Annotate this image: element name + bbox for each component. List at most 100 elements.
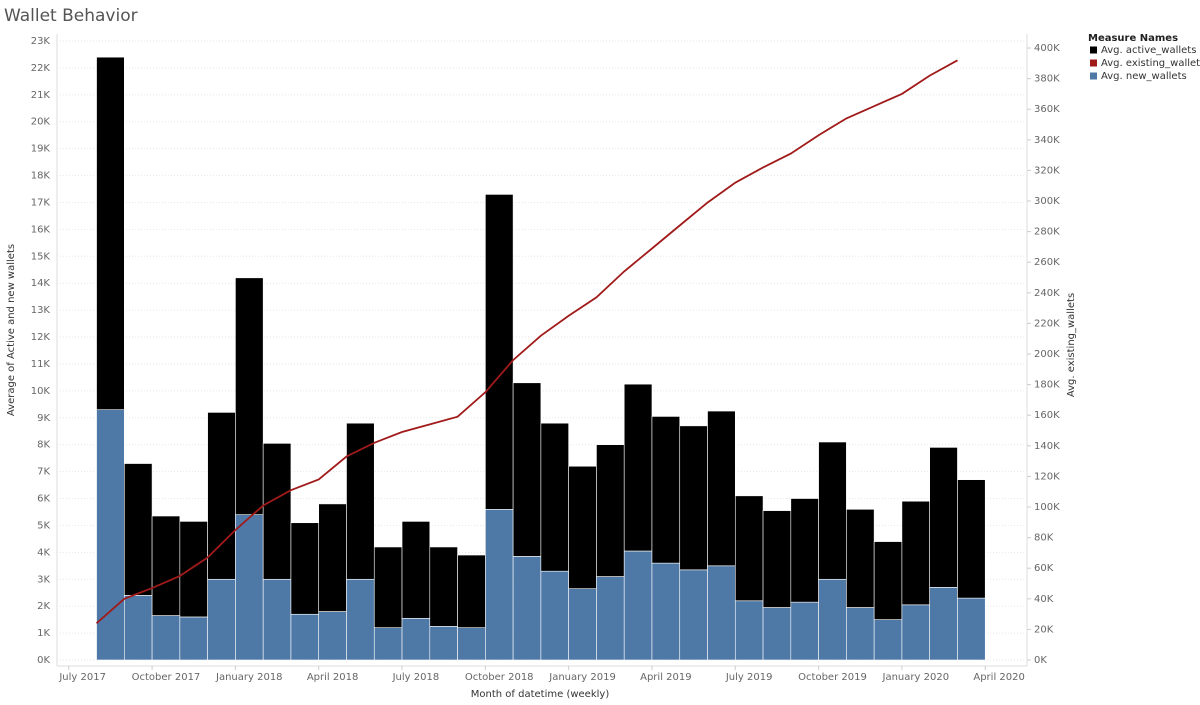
bar-segment [790, 498, 819, 603]
bar-segment [207, 578, 236, 661]
bar-segment [151, 615, 181, 661]
legend-title: Measure Names [1088, 33, 1178, 44]
y-tick-label: 22K [31, 63, 51, 74]
y-tick-label: 20K [31, 117, 51, 128]
bar-segment [568, 465, 597, 589]
y-tick-label: 4K [37, 547, 50, 558]
bar-segment [346, 422, 375, 580]
y2-tick-label: 320K [1034, 165, 1060, 176]
y2-tick-label: 200K [1034, 349, 1060, 360]
bar-segment [762, 510, 792, 608]
y2-tick-label: 100K [1034, 502, 1060, 513]
bar-segment [540, 570, 569, 661]
y2-tick-label: 400K [1034, 43, 1060, 54]
y-tick-label: 5K [37, 520, 50, 531]
y2-tick-label: 40K [1034, 594, 1054, 605]
bar-segment [262, 443, 292, 580]
legend-swatch [1090, 72, 1097, 80]
bar-segment [707, 410, 736, 567]
y-tick-label: 6K [37, 494, 50, 505]
chart-title: Wallet Behavior [4, 6, 138, 26]
y-tick-label: 23K [31, 36, 51, 47]
plot-area: 0K 1K 2K 3K 4K 5K 6K 7K 8K 9K 10K 11K 12K 13K 14K 15K 16… [31, 36, 1060, 683]
x-tick-label: July 2019 [725, 672, 773, 683]
legend-label: Avg. existing_wallets [1101, 58, 1200, 69]
y-tick-label: 21K [31, 90, 51, 101]
x-tick-label: January 2020 [882, 672, 950, 683]
bar-segment [901, 604, 930, 661]
y-tick-label: 10K [31, 386, 51, 397]
x-tick-label: January 2018 [215, 672, 283, 683]
y-tick-label: 11K [31, 359, 51, 370]
bar-segment [373, 627, 403, 661]
y-tick-label: 9K [37, 413, 50, 424]
bar-segment [707, 565, 736, 661]
bar-segment [818, 441, 847, 580]
y-tick-label: 1K [37, 628, 50, 639]
y2-tick-label: 0K [1034, 655, 1047, 666]
y2-tick-label: 260K [1034, 257, 1060, 268]
bar-segment [957, 597, 986, 661]
bar-segment [596, 444, 625, 577]
y-tick-label: 7K [37, 467, 50, 478]
x-tick-label: April 2018 [307, 672, 358, 683]
y-tick-label: 3K [37, 574, 50, 585]
y2-tick-label: 360K [1034, 104, 1060, 115]
bar-segment [318, 611, 347, 661]
y2-axis-title: Avg. existing_wallets [1066, 293, 1077, 397]
bar-segment [401, 521, 431, 619]
bar-segment [96, 56, 125, 411]
bar-segment [485, 194, 514, 510]
bar-segment [179, 616, 208, 661]
bar-segment [734, 495, 764, 602]
legend-label: Avg. new_wallets [1101, 71, 1187, 82]
bar-segment [762, 607, 792, 661]
x-tick-label: October 2019 [798, 672, 867, 683]
bar-segment [151, 515, 181, 616]
y-tick-label: 16K [31, 224, 51, 235]
bar-segment [957, 479, 986, 599]
y2-tick-label: 340K [1034, 135, 1060, 146]
x-tick-label: October 2017 [132, 672, 201, 683]
bar-segment [651, 416, 681, 564]
bar-segment [846, 508, 875, 608]
y-tick-label: 17K [31, 197, 51, 208]
x-tick-label: October 2018 [465, 672, 534, 683]
x-tick-label: January 2019 [548, 672, 616, 683]
y-tick-label: 12K [31, 332, 51, 343]
bar-segment [512, 556, 542, 661]
bar-segment [485, 508, 514, 661]
bar-segment [734, 600, 764, 661]
legend-swatch [1090, 59, 1097, 67]
line [95, 59, 958, 624]
y-tick-label: 2K [37, 601, 50, 612]
y-tick-label: 18K [31, 171, 51, 182]
y2-tick-label: 220K [1034, 318, 1060, 329]
bar-segment [873, 619, 903, 661]
x-axis-title: Month of datetime (weekly) [471, 689, 610, 700]
bar-segment [651, 562, 681, 661]
y-axis-title: Average of Active and new wallets [6, 244, 17, 416]
bar-segment [873, 541, 903, 620]
y2-tick-label: 80K [1034, 533, 1054, 544]
y-tick-label: 8K [37, 440, 50, 451]
bar-segment [457, 554, 486, 629]
bar-segment [623, 550, 653, 661]
bar-segment [568, 588, 597, 661]
y2-tick-label: 380K [1034, 74, 1060, 85]
bar-segment [401, 617, 431, 661]
y2-tick-label: 300K [1034, 196, 1060, 207]
bar-segment [623, 383, 653, 552]
bar-segment [290, 522, 320, 615]
y2-tick-label: 20K [1034, 624, 1054, 635]
bar-segment [457, 627, 486, 661]
bar-segment [429, 626, 458, 661]
bar-segment [929, 587, 958, 661]
bar-segment [290, 613, 320, 661]
bar-segment [679, 569, 708, 661]
bar-segment [373, 546, 403, 629]
bar-segment [235, 277, 264, 515]
y-tick-label: 13K [31, 305, 51, 316]
bar-segment [346, 578, 375, 661]
y-tick-label: 14K [31, 278, 51, 289]
